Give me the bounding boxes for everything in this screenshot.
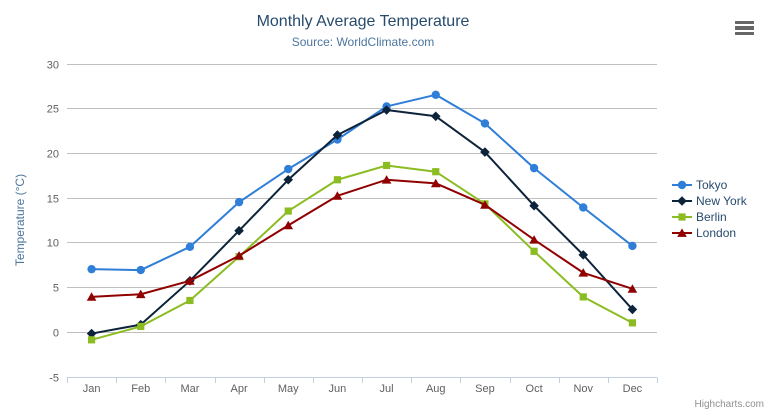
data-point-london-oct[interactable] (529, 235, 539, 244)
data-point-new-york-aug[interactable] (430, 111, 441, 122)
data-point-new-york-jan[interactable] (86, 328, 97, 339)
data-point-berlin-oct[interactable] (530, 247, 538, 255)
london-series-marker-icon (672, 228, 692, 237)
x-axis-tick-label: Jun (329, 383, 347, 395)
data-point-tokyo-aug[interactable] (431, 90, 440, 100)
data-point-london-apr[interactable] (234, 251, 244, 260)
data-point-tokyo-may[interactable] (284, 164, 293, 174)
data-point-berlin-mar[interactable] (186, 296, 194, 305)
data-point-new-york-sep[interactable] (480, 147, 490, 157)
hamburger-bar (735, 26, 754, 30)
data-point-new-york-may[interactable] (283, 174, 294, 185)
export-menu-button[interactable] (733, 18, 757, 38)
legend-label-berlin: Berlin (696, 210, 727, 224)
legend-marker-symbol-new-york (677, 196, 687, 206)
y-axis-tick-label: 20 (47, 149, 59, 161)
legend-marker-symbol-tokyo (677, 180, 687, 190)
data-point-berlin-jan[interactable] (87, 336, 96, 344)
x-axis-tick-label: May (278, 383, 299, 395)
y-axis-title: Temperature (°C) (13, 174, 27, 266)
data-point-berlin-aug[interactable] (432, 168, 440, 176)
x-axis-tick-label: Mar (180, 383, 199, 395)
series-line-tokyo (90, 93, 634, 272)
hamburger-bar (735, 32, 754, 36)
x-axis-tick-label: Feb (131, 383, 150, 395)
legend: Tokyo New York Berlin London (671, 177, 747, 241)
y-axis-tick-label: 15 (47, 194, 59, 206)
data-point-london-mar[interactable] (185, 276, 195, 285)
data-point-new-york-nov[interactable] (578, 250, 589, 260)
series-line-new-york (90, 109, 634, 335)
data-point-berlin-jul[interactable] (382, 161, 391, 170)
y-axis-tick-label: -5 (49, 373, 59, 385)
data-point-london-jun[interactable] (332, 191, 343, 200)
data-point-london-sep[interactable] (480, 200, 490, 209)
y-axis-tick-label: 25 (47, 104, 59, 116)
legend-label-new-york: New York (696, 194, 747, 208)
data-point-new-york-dec[interactable] (627, 304, 638, 315)
hamburger-bar (735, 20, 754, 24)
data-point-tokyo-oct[interactable] (529, 163, 539, 173)
data-point-new-york-jun[interactable] (332, 130, 343, 140)
data-point-london-jul[interactable] (381, 175, 392, 184)
data-point-london-jan[interactable] (86, 292, 97, 301)
highcharts-credit[interactable]: Highcharts.com (694, 399, 764, 410)
legend-marker-symbol-london (677, 228, 687, 237)
series-line-london (90, 178, 634, 298)
legend-item-tokyo[interactable]: Tokyo (671, 177, 747, 193)
data-point-berlin-nov[interactable] (579, 293, 587, 301)
x-axis-tick-label: Dec (623, 383, 643, 395)
y-axis-tick-label: 30 (47, 60, 59, 72)
legend-item-london[interactable]: London (671, 225, 747, 241)
legend-item-new-york[interactable]: New York (671, 193, 747, 209)
data-point-london-dec[interactable] (627, 284, 638, 293)
data-point-london-nov[interactable] (578, 268, 589, 277)
tokyo-series-marker-icon (672, 180, 692, 190)
data-point-tokyo-nov[interactable] (579, 203, 588, 212)
data-point-london-feb[interactable] (135, 289, 146, 299)
x-axis-tick-label: Nov (573, 383, 593, 395)
x-axis-tick-label: Oct (526, 383, 543, 395)
data-point-tokyo-feb[interactable] (136, 265, 145, 275)
berlin-series-marker-icon (672, 213, 692, 221)
x-axis-tick-label: Jul (380, 383, 394, 395)
data-point-tokyo-jan[interactable] (87, 264, 96, 274)
data-point-berlin-may[interactable] (284, 207, 292, 215)
data-point-london-may[interactable] (283, 220, 294, 230)
data-point-tokyo-dec[interactable] (628, 241, 637, 251)
x-axis-tick-label: Sep (475, 383, 495, 395)
chart-title: Monthly Average Temperature (256, 13, 470, 30)
data-point-tokyo-sep[interactable] (480, 119, 490, 128)
data-point-new-york-jul[interactable] (381, 105, 392, 115)
legend-item-berlin[interactable]: Berlin (671, 209, 747, 225)
data-point-berlin-dec[interactable] (628, 319, 637, 327)
x-axis-tick-label: Jan (83, 383, 101, 395)
new-york-series-marker-icon (672, 196, 692, 206)
series-line-berlin (90, 164, 634, 341)
data-point-new-york-oct[interactable] (529, 200, 539, 211)
data-point-berlin-jun[interactable] (333, 176, 342, 184)
y-axis-tick-label: 10 (47, 238, 59, 250)
y-axis-tick-label: 0 (53, 328, 59, 340)
data-point-tokyo-apr[interactable] (234, 197, 244, 207)
data-point-london-aug[interactable] (430, 178, 441, 188)
legend-label-london: London (696, 226, 737, 240)
x-axis-tick-label: Apr (231, 383, 248, 395)
chart-subtitle: Source: WorldClimate.com (291, 35, 435, 49)
y-axis-tick-label: 5 (53, 283, 59, 295)
legend-label-tokyo: Tokyo (696, 178, 728, 192)
data-point-tokyo-mar[interactable] (185, 242, 195, 252)
data-point-new-york-apr[interactable] (234, 225, 244, 236)
x-axis-tick-label: Aug (426, 383, 446, 395)
legend-marker-symbol-berlin (678, 213, 686, 221)
data-point-berlin-feb[interactable] (137, 322, 145, 331)
